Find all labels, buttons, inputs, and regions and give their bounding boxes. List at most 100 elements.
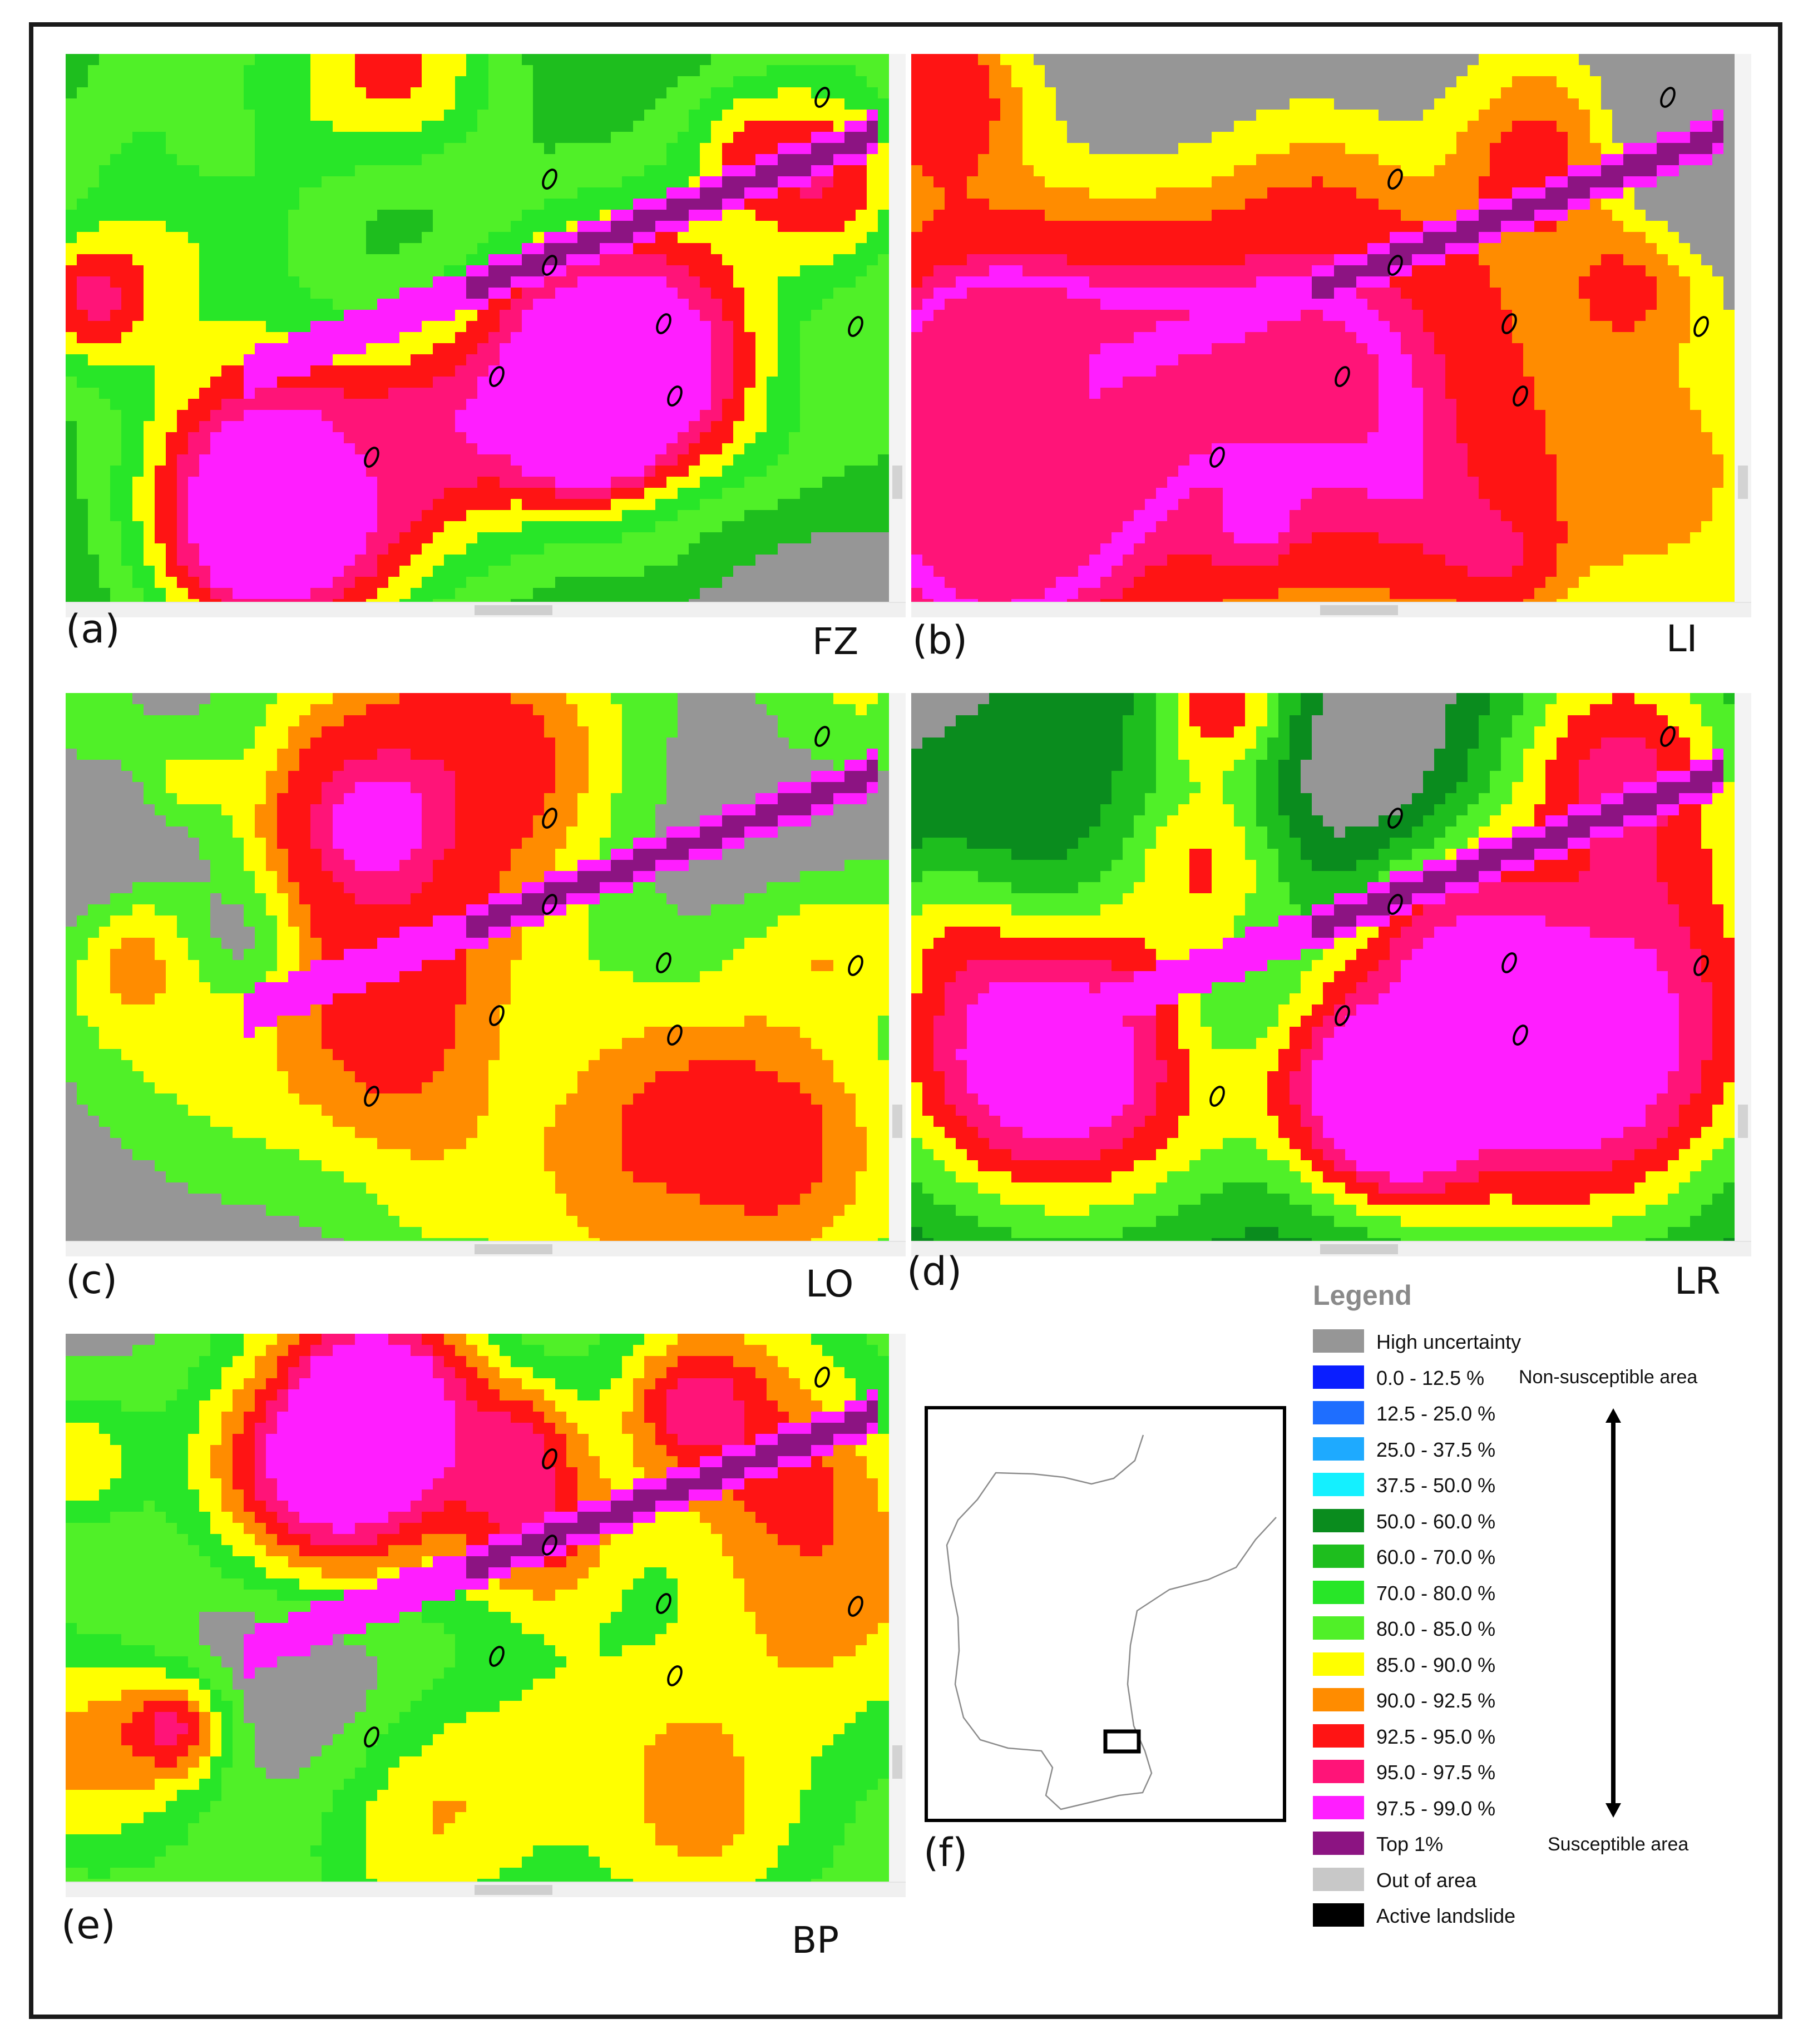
scrollbar-thumb[interactable] — [892, 1745, 902, 1779]
panel-letter-e: (e) — [61, 1902, 116, 1948]
active-landslide-marker — [1387, 808, 1403, 829]
legend-label: 12.5 - 25.0 % — [1376, 1402, 1496, 1425]
susceptible-label: Susceptible area — [1548, 1834, 1689, 1855]
legend-title: Legend — [1313, 1280, 1412, 1311]
active-landslide-marker — [1387, 169, 1403, 190]
legend-label: 95.0 - 97.5 % — [1376, 1761, 1496, 1784]
legend-label: 90.0 - 92.5 % — [1376, 1689, 1496, 1712]
vertical-scrollbar[interactable] — [889, 54, 906, 602]
horizontal-scrollbar[interactable] — [66, 602, 906, 617]
map-panel-fz — [66, 54, 889, 602]
legend-label: Top 1% — [1376, 1833, 1444, 1855]
legend-label: 92.5 - 95.0 % — [1376, 1725, 1496, 1748]
legend-swatch — [1313, 1580, 1364, 1604]
scrollbar-thumb[interactable] — [892, 466, 902, 499]
overview-map — [925, 1406, 1286, 1822]
legend-label: 25.0 - 37.5 % — [1376, 1438, 1496, 1461]
non-susceptible-label: Non-susceptible area — [1519, 1367, 1698, 1388]
active-landslide-marker — [1209, 447, 1225, 468]
active-landslide-marker — [364, 1086, 379, 1107]
legend-swatch — [1313, 1545, 1364, 1568]
panel-letter-a: (a) — [66, 606, 120, 652]
horizontal-scrollbar[interactable] — [66, 1241, 906, 1256]
active-landslide-marker — [1335, 1005, 1350, 1026]
scrollbar-thumb[interactable] — [1320, 1244, 1398, 1254]
active-landslide-marker — [667, 385, 683, 407]
panel-code-lr: LR — [1674, 1260, 1721, 1303]
vertical-scrollbar[interactable] — [889, 1334, 906, 1882]
horizontal-scrollbar[interactable] — [911, 602, 1751, 617]
vertical-scrollbar[interactable] — [1735, 54, 1751, 602]
susceptibility-map-lr — [911, 693, 1735, 1241]
active-landslide-marker — [656, 313, 671, 334]
legend-label: Active landslide — [1376, 1904, 1516, 1927]
overview-map-svg — [925, 1406, 1286, 1822]
legend-label: 80.0 - 85.0 % — [1376, 1617, 1496, 1640]
active-landslide-marker — [542, 169, 557, 190]
active-landslide-marker — [1513, 1025, 1528, 1046]
active-landslide-marker — [848, 316, 863, 337]
vertical-scrollbar[interactable] — [1735, 693, 1751, 1241]
scrollbar-thumb[interactable] — [475, 1244, 552, 1254]
scrollbar-thumb[interactable] — [475, 1885, 552, 1895]
legend-label: 0.0 - 12.5 % — [1376, 1366, 1485, 1389]
horizontal-scrollbar[interactable] — [911, 1241, 1751, 1256]
active-landslide-marker — [1513, 385, 1528, 407]
legend-swatch — [1313, 1760, 1364, 1783]
panel-code-lo: LO — [806, 1263, 854, 1305]
susceptibility-map-fz — [66, 54, 889, 602]
active-landslide-marker — [1387, 255, 1403, 276]
active-landslide-marker — [364, 447, 379, 468]
active-landslide-marker — [542, 808, 557, 829]
legend-swatch — [1313, 1688, 1364, 1711]
legend-swatch — [1313, 1795, 1364, 1819]
legend-swatch — [1313, 1365, 1364, 1389]
horizontal-scrollbar[interactable] — [66, 1882, 906, 1897]
active-landslide-marker — [542, 1448, 557, 1469]
map-raster-cells — [911, 54, 1735, 602]
active-landslide-marker — [814, 1367, 830, 1388]
active-landslide-marker — [848, 1596, 863, 1617]
figure-frame — [29, 22, 1782, 2019]
active-landslide-marker — [542, 255, 557, 276]
map-raster-cells — [66, 1334, 889, 1882]
active-landslide-marker — [656, 1593, 671, 1614]
legend-label: Out of area — [1376, 1868, 1477, 1892]
active-landslide-marker — [1387, 894, 1403, 915]
scrollbar-thumb[interactable] — [475, 605, 552, 615]
legend-swatch — [1313, 1329, 1364, 1353]
active-landslide-marker — [1660, 87, 1676, 108]
legend-label: 60.0 - 70.0 % — [1376, 1546, 1496, 1568]
scrollbar-thumb[interactable] — [1738, 466, 1748, 499]
active-landslide-marker — [1209, 1086, 1225, 1107]
active-landslide-marker — [848, 955, 863, 976]
legend-swatch — [1313, 1401, 1364, 1424]
map-panel-bp — [66, 1334, 889, 1882]
legend-swatch — [1313, 1903, 1364, 1927]
panel-letter-f: (f) — [923, 1830, 968, 1875]
map-panel-li — [911, 54, 1735, 602]
active-landslide-marker — [542, 894, 557, 915]
active-landslide-marker — [1501, 952, 1517, 973]
scrollbar-thumb[interactable] — [892, 1105, 902, 1138]
susceptibility-map-bp — [66, 1334, 889, 1882]
scrollbar-thumb[interactable] — [1738, 1105, 1748, 1138]
active-landslide-marker — [667, 1665, 683, 1686]
map-raster-cells — [66, 693, 889, 1241]
legend-label: 50.0 - 60.0 % — [1376, 1510, 1496, 1533]
legend-label: 37.5 - 50.0 % — [1376, 1474, 1496, 1497]
panel-letter-c: (c) — [66, 1257, 118, 1303]
scrollbar-thumb[interactable] — [1320, 605, 1398, 615]
active-landslide-marker — [1335, 366, 1350, 387]
active-landslide-marker — [1693, 316, 1709, 337]
active-landslide-marker — [667, 1025, 683, 1046]
vertical-scrollbar[interactable] — [889, 693, 906, 1241]
active-landslide-marker — [489, 1646, 505, 1667]
active-landslide-marker — [1693, 955, 1709, 976]
active-landslide-marker — [542, 1535, 557, 1556]
panel-code-li: LI — [1666, 617, 1698, 660]
legend-label: 70.0 - 80.0 % — [1376, 1581, 1496, 1605]
panel-letter-b: (b) — [912, 617, 968, 663]
active-landslide-marker — [489, 1005, 505, 1026]
susceptibility-map-lo — [66, 693, 889, 1241]
